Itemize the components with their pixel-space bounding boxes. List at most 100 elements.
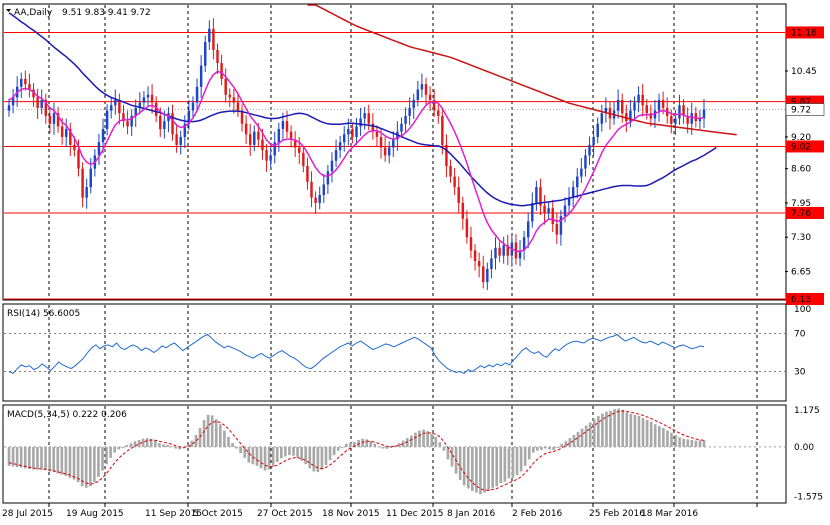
candle[interactable] [253, 125, 256, 152]
candle[interactable] [453, 168, 456, 196]
candle[interactable] [32, 83, 35, 107]
candle[interactable] [641, 84, 644, 117]
candle[interactable] [428, 86, 432, 112]
candle[interactable] [56, 106, 60, 133]
candle[interactable] [114, 89, 117, 115]
candle[interactable] [73, 136, 76, 157]
candle[interactable] [232, 88, 236, 114]
candle[interactable] [240, 104, 244, 132]
candle[interactable] [351, 122, 354, 144]
candle[interactable] [228, 88, 231, 107]
candle[interactable] [7, 98, 11, 117]
candle[interactable] [150, 84, 154, 114]
candle[interactable] [81, 162, 84, 208]
candle[interactable] [412, 93, 415, 120]
candle[interactable] [547, 201, 550, 220]
candle[interactable] [490, 249, 493, 279]
candle[interactable] [531, 192, 534, 228]
candle[interactable] [40, 89, 43, 115]
candle[interactable] [187, 100, 191, 131]
candle[interactable] [518, 239, 522, 267]
candle[interactable] [322, 173, 326, 203]
candle[interactable] [694, 106, 698, 128]
candle[interactable] [236, 92, 240, 117]
candle[interactable] [48, 107, 52, 134]
candle[interactable] [314, 191, 317, 215]
candle[interactable] [122, 104, 125, 128]
candle[interactable] [633, 96, 636, 119]
candle[interactable] [179, 130, 182, 155]
candle[interactable] [616, 89, 620, 119]
candle[interactable] [473, 244, 477, 271]
candle[interactable] [702, 98, 706, 128]
candle[interactable] [563, 197, 567, 223]
candle[interactable] [109, 96, 113, 119]
candle[interactable] [682, 98, 685, 124]
candle[interactable] [302, 146, 305, 173]
candle[interactable] [306, 157, 309, 190]
candle[interactable] [465, 210, 469, 244]
candle[interactable] [392, 131, 395, 158]
candle[interactable] [289, 125, 293, 148]
candle[interactable] [224, 68, 227, 103]
candle[interactable] [212, 18, 215, 60]
candle[interactable] [461, 196, 465, 230]
candle[interactable] [118, 93, 121, 125]
candle[interactable] [375, 125, 379, 147]
candle[interactable] [596, 117, 599, 144]
candle[interactable] [567, 187, 571, 214]
candle[interactable] [338, 135, 342, 159]
candle[interactable] [167, 106, 170, 133]
candle[interactable] [101, 118, 105, 154]
candle[interactable] [420, 73, 424, 98]
candle[interactable] [535, 180, 538, 211]
candle[interactable] [592, 126, 595, 156]
candle[interactable] [97, 133, 101, 165]
candle[interactable] [265, 143, 268, 172]
candle[interactable] [486, 262, 489, 291]
candle[interactable] [477, 252, 481, 278]
candle[interactable] [522, 230, 526, 260]
candle[interactable] [408, 97, 411, 126]
candle[interactable] [498, 241, 501, 263]
candle[interactable] [142, 91, 146, 111]
candle[interactable] [138, 92, 142, 115]
candle[interactable] [134, 99, 137, 127]
candle[interactable] [387, 141, 391, 164]
candle[interactable] [244, 115, 248, 144]
candle[interactable] [191, 96, 195, 119]
candle[interactable] [65, 118, 68, 147]
candles[interactable] [7, 18, 706, 291]
candle[interactable] [649, 104, 653, 127]
candle[interactable] [20, 72, 23, 98]
candle[interactable] [334, 139, 338, 168]
candle[interactable] [400, 117, 403, 139]
candle[interactable] [383, 136, 387, 162]
candle[interactable] [571, 180, 575, 208]
candle[interactable] [502, 236, 505, 264]
candle[interactable] [396, 121, 399, 151]
candle[interactable] [248, 123, 252, 156]
candle[interactable] [330, 152, 334, 183]
candle[interactable] [130, 109, 133, 136]
candle[interactable] [543, 195, 546, 225]
candle[interactable] [195, 78, 199, 113]
candle[interactable] [555, 213, 559, 245]
candle[interactable] [273, 131, 276, 164]
price-panel[interactable]: 10.45 9.20 8.60 7.95 7.30 6.65 11.18 9.87 9.02 7.… [2, 3, 825, 305]
candle[interactable] [85, 178, 88, 209]
candle[interactable] [580, 158, 583, 183]
candle[interactable] [445, 134, 448, 178]
candle[interactable] [506, 234, 509, 266]
candle[interactable] [437, 104, 440, 124]
candle[interactable] [216, 43, 219, 75]
candle[interactable] [24, 70, 27, 91]
candle[interactable] [551, 199, 554, 232]
candle[interactable] [326, 164, 330, 194]
candle[interactable] [171, 104, 174, 141]
candle[interactable] [105, 104, 109, 136]
candle[interactable] [424, 77, 428, 105]
candle[interactable] [604, 97, 608, 123]
candle[interactable] [637, 86, 640, 113]
